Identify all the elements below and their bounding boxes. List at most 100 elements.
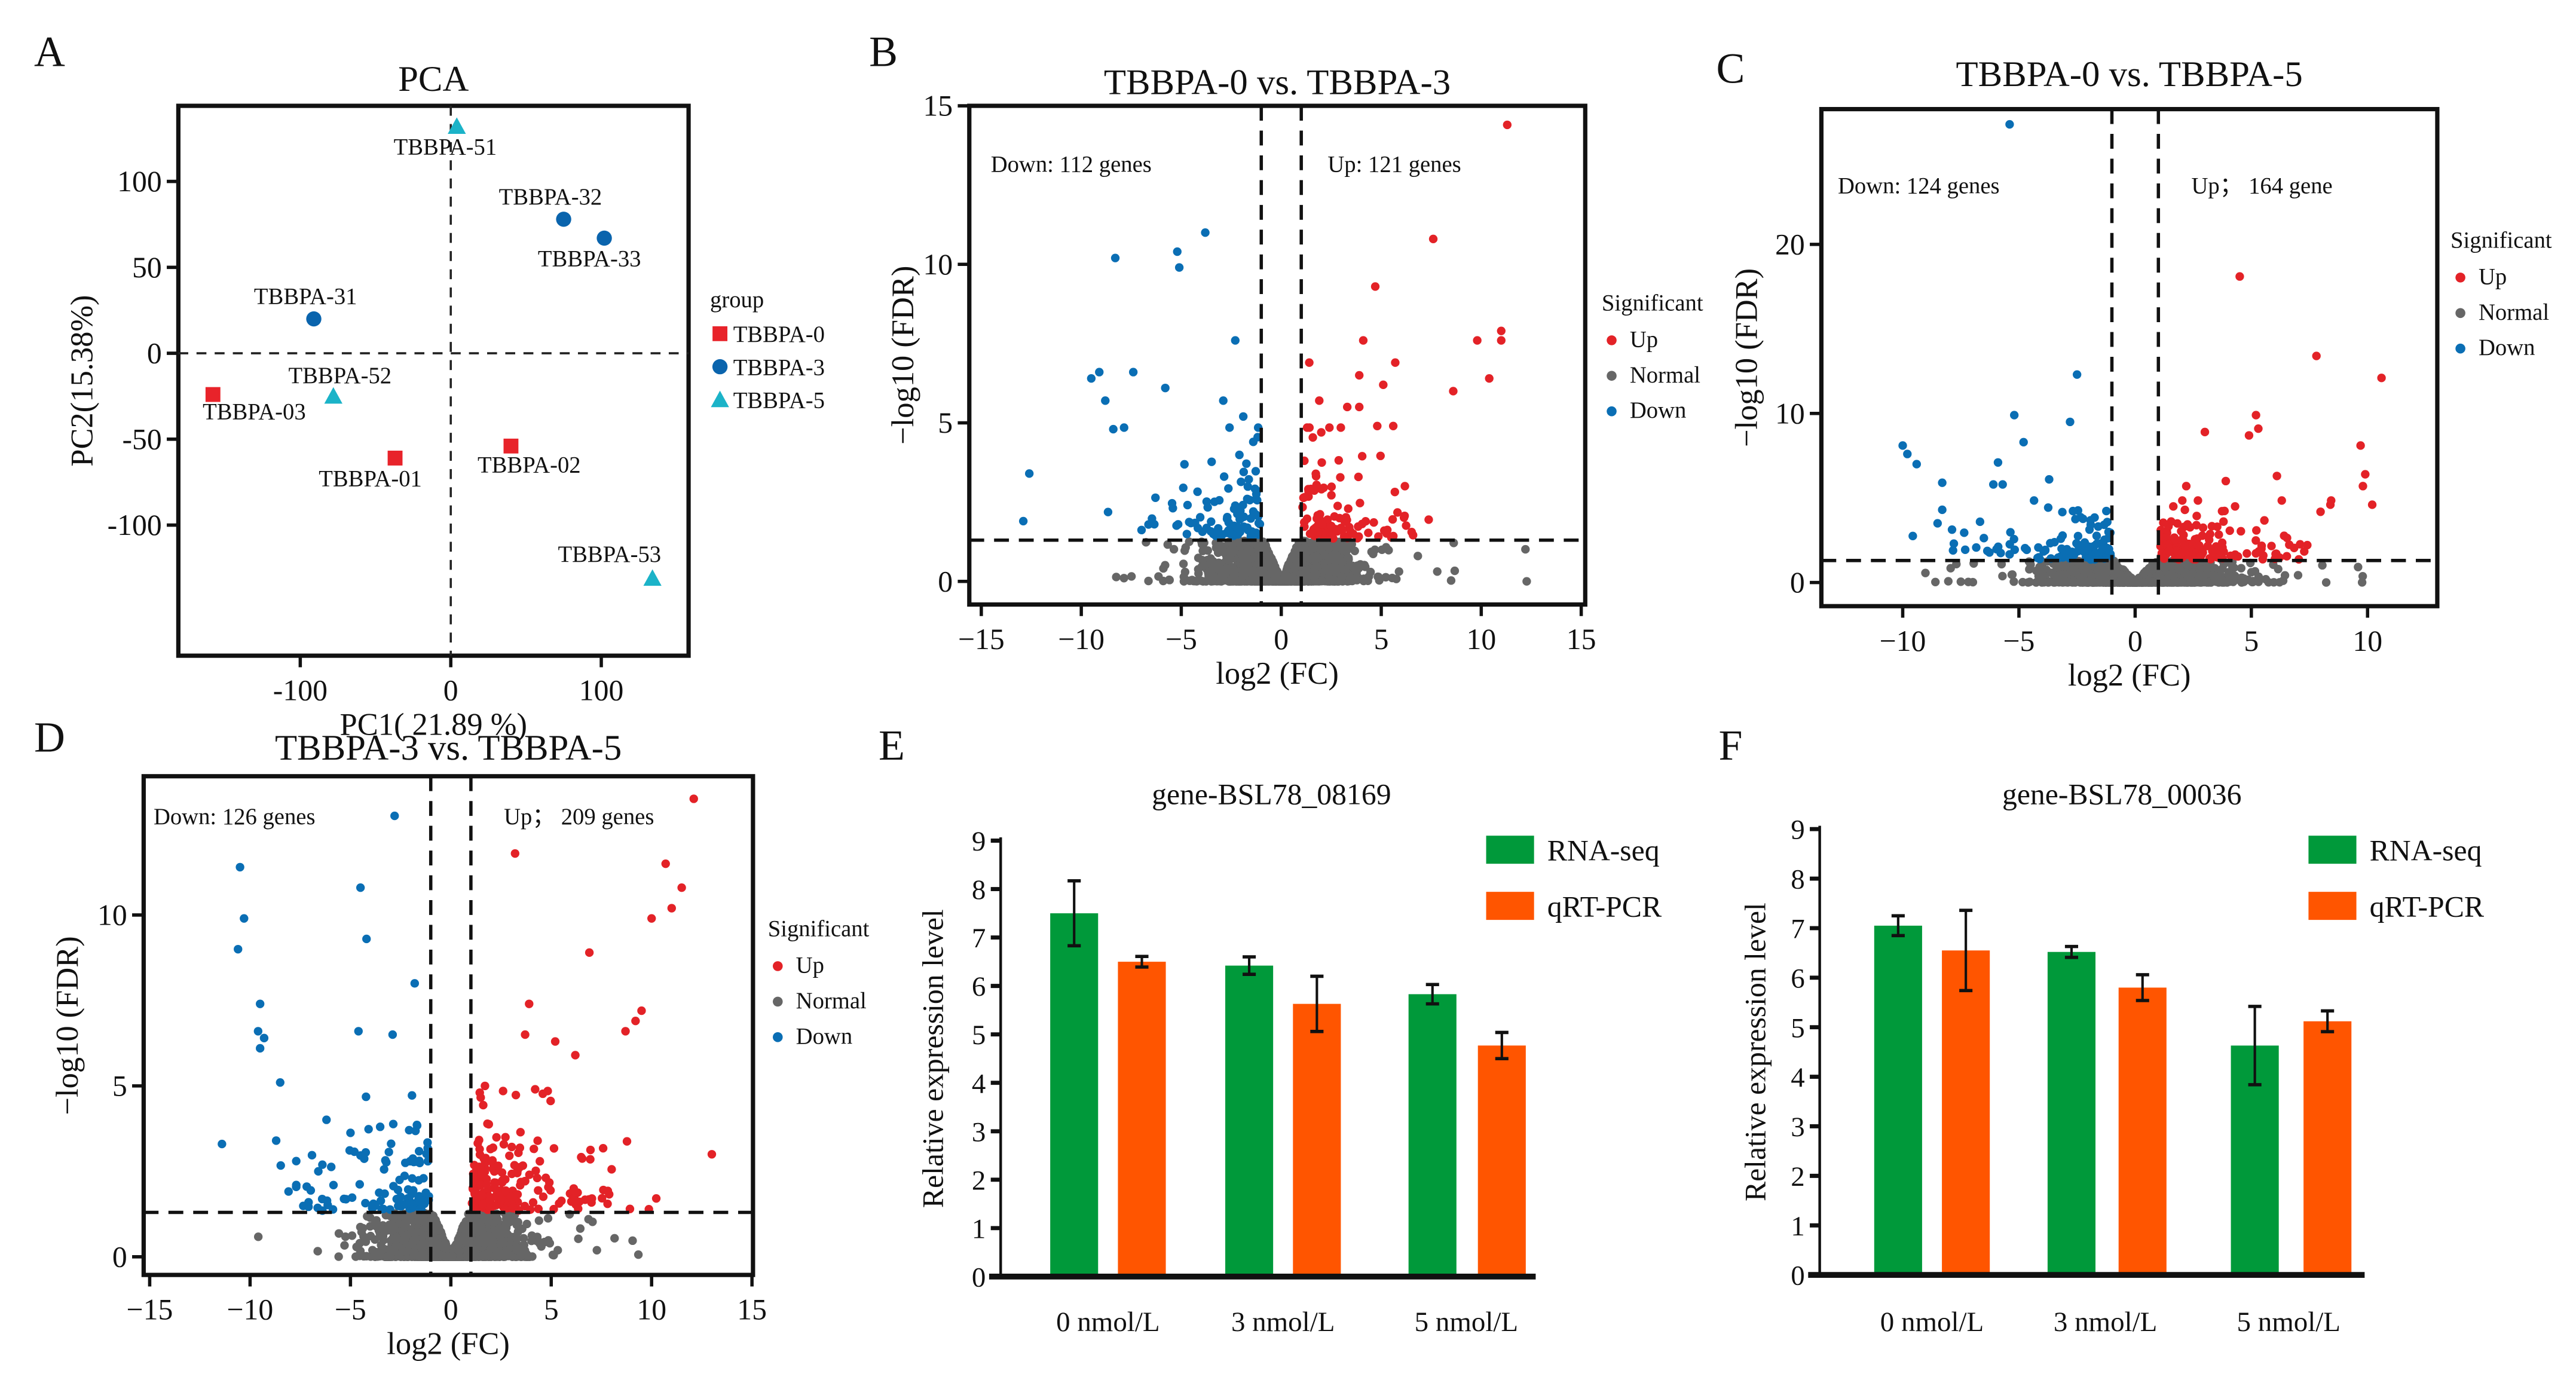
down-gene-point [1947,525,1957,534]
up-gene-point [2361,470,2370,479]
up-gene-point [2237,527,2245,536]
data-points [1018,120,1531,586]
chart-title: TBBPA-0 vs. TBBPA-5 [1956,54,2303,94]
down-gene-point [2078,514,2088,524]
pca-point [448,117,466,134]
y-axis-label: −log10 (FDR) [50,936,85,1115]
y-tick-label: 10 [1775,397,1805,430]
down-gene-point [2092,531,2101,540]
down-gene-point [1168,504,1177,513]
down-gene-point [1183,500,1192,510]
normal-gene-point [1227,549,1237,558]
normal-gene-point [1200,544,1209,554]
up-gene-point [1318,520,1327,529]
pca-point [596,230,612,246]
down-gene-point [2069,506,2078,516]
x-tick-label: −5 [335,1293,366,1326]
legend-marker [1607,406,1617,417]
pca-point [643,569,662,586]
down-gene-point [2086,516,2095,525]
down-gene-point [1938,478,1947,487]
x-axis-label: PC1( 21.89 %) [340,708,527,742]
down-gene-point [2072,539,2081,548]
point-label: TBBPA-02 [478,453,581,478]
normal-gene-point [1292,549,1301,558]
up-gene-point [2257,544,2266,553]
up-gene-point [2267,541,2276,550]
down-gene-point [2050,537,2059,547]
down-gene-point [2057,544,2066,553]
up-gene-point [2200,427,2210,437]
down-gene-point [1988,480,1998,489]
down-gene-point [2030,496,2039,505]
y-tick-label: -100 [108,509,162,541]
normal-gene-point [1521,544,1530,554]
down-gene-point [2045,475,2054,484]
up-gene-point [2169,502,2178,511]
normal-gene-point [1112,573,1121,582]
up-gene-point [1400,482,1409,491]
normal-gene-point [2060,562,2070,571]
down-gene-point [1144,520,1153,529]
down-gene-point [1174,263,1184,272]
normal-gene-point [1245,577,1254,586]
up-gene-point [1503,120,1512,130]
up-gene-point [2260,516,2269,525]
x-tick-label: 5 [1374,623,1389,656]
down-gene-point [1172,521,1181,530]
up-gene-point [1391,358,1400,367]
down-gene-point [1209,530,1218,539]
legend-title: Significant [2450,228,2552,253]
up-gene-point [1325,423,1334,432]
up-gene-point [1355,402,1364,412]
point-label: TBBPA-53 [558,542,662,567]
down-gene-point [1242,459,1251,468]
normal-gene-point [1956,577,1965,586]
down-gene-point [1243,482,1252,491]
legend-label: TBBPA-3 [733,355,825,380]
x-tick-label: 0 [1274,623,1289,656]
down-gene-point [1224,484,1233,493]
down-gene-point [1252,489,1261,498]
down-count-annotation: Down: 124 genes [1838,173,2000,198]
up-gene-point [2180,541,2189,551]
y-tick-label: 15 [923,90,953,123]
normal-gene-point [2354,562,2363,571]
normal-gene-point [1366,567,1375,577]
down-gene-point [1238,412,1248,421]
normal-gene-point [1119,574,1128,583]
up-gene-point [2356,441,2365,450]
normal-gene-point [1350,546,1359,555]
up-gene-point [2358,482,2367,491]
legend-label: Down [1630,398,1687,423]
up-gene-point [1379,526,1389,535]
down-gene-point [2020,543,2030,553]
normal-gene-point [2247,568,2256,577]
legend-label: Up [2479,264,2507,289]
normal-gene-point [2087,572,2097,581]
normal-gene-point [1331,568,1340,577]
down-gene-point [1101,396,1110,405]
chart-title: PCA [398,59,469,99]
up-gene-point [2170,534,2180,544]
y-tick-label: 100 [117,165,162,198]
down-gene-point [2005,550,2014,559]
up-gene-point [1402,521,1411,530]
normal-gene-point [1213,564,1222,573]
up-gene-point [1344,504,1353,513]
normal-gene-point [2130,578,2139,587]
down-gene-point [1119,423,1128,432]
up-gene-point [2252,526,2261,535]
down-gene-point [1251,467,1261,476]
normal-gene-point [1342,547,1351,556]
normal-gene-point [1229,570,1239,579]
normal-gene-point [2141,567,2150,576]
down-gene-point [1219,472,1229,481]
normal-gene-point [1367,547,1376,556]
down-gene-point [1249,437,1258,446]
y-tick-label: 0 [938,565,953,598]
up-gene-point [2283,533,2292,543]
up-gene-point [1308,528,1317,537]
